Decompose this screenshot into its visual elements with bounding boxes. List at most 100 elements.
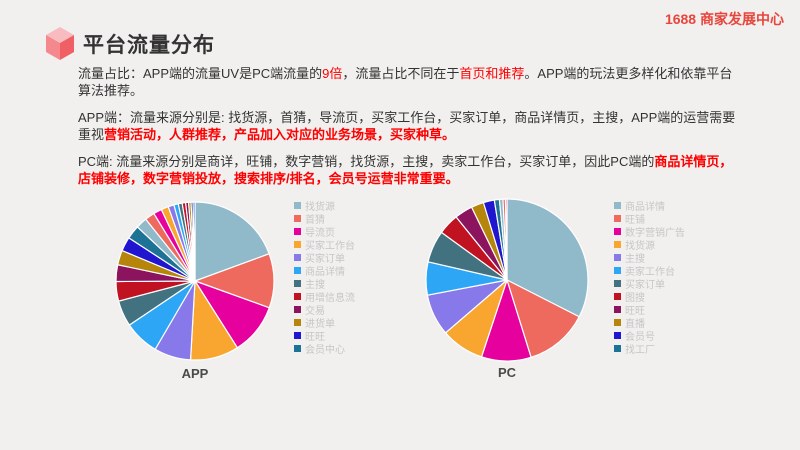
legend-item-主搜[interactable]: 主搜 [614, 251, 685, 265]
legend-item-会员中心[interactable]: 会员中心 [294, 342, 355, 356]
legend-item-数字营销广告[interactable]: 数字营销广告 [614, 225, 685, 239]
legend-label: 会员号 [625, 332, 655, 343]
legend-label: 找货源 [305, 202, 335, 213]
legend-app: 找货源首猜导流页 买家工作台买家订单商品详情主搜用增信息流交易进货单旺旺会员中心 [294, 199, 355, 356]
text-segment: 9倍 [322, 66, 343, 81]
legend-label: 用增信息流 [305, 293, 355, 304]
cube-icon [46, 27, 74, 60]
legend-swatch-icon [294, 202, 301, 209]
legend-item-买家订单[interactable]: 买家订单 [614, 277, 685, 291]
legend-label: 买家订单 [305, 254, 345, 265]
page-title: 平台流量分布 [83, 34, 215, 57]
pie-slice-extra-12[interactable] [192, 201, 196, 282]
legend-swatch-icon [614, 306, 621, 313]
legend-item-买家订单[interactable]: 买家订单 [294, 251, 355, 265]
legend-label: 数字营销广告 [625, 228, 685, 239]
legend-swatch-icon [294, 267, 301, 274]
legend-item-会员号[interactable]: 会员号 [614, 329, 685, 343]
legend-label: 旺旺 [305, 332, 325, 343]
text-block: 流量占比：APP端的流量UV是PC端流量的9倍，流量占比不同在于首页和推荐。AP… [78, 66, 742, 198]
legend-swatch-icon [294, 254, 301, 261]
legend-item-交易[interactable]: 交易 [294, 303, 355, 317]
text-segment: ，流量占比不同在于 [342, 66, 460, 81]
legend-item-进货单[interactable]: 进货单 [294, 316, 355, 330]
text-segment: 首页和推荐 [459, 66, 525, 81]
legend-label: 会员中心 [305, 345, 345, 356]
legend-swatch-icon [614, 319, 621, 326]
legend-swatch-icon [614, 228, 621, 235]
legend-swatch-icon [294, 345, 301, 352]
legend-label: 进货单 [305, 319, 335, 330]
legend-item-用增信息流[interactable]: 用增信息流 [294, 290, 355, 304]
legend-swatch-icon [294, 280, 301, 287]
legend-swatch-icon [294, 228, 301, 235]
pie-chart-pc-label: PC [497, 365, 517, 380]
legend-item-旺旺[interactable]: 旺旺 [294, 329, 355, 343]
p-pc-sources: PC端: 流量来源分别是商详，旺铺，数字营销，找货源，主搜，卖家工作台，买家订单… [78, 154, 742, 187]
legend-label: 主搜 [625, 254, 645, 265]
legend-label: 商品详情 [305, 267, 345, 278]
legend-swatch-icon [294, 332, 301, 339]
legend-label: 导流页 [305, 228, 335, 239]
legend-item-图搜[interactable]: 图搜 [614, 290, 685, 304]
pie-chart-pc: PC [421, 195, 593, 380]
legend-item-主搜[interactable]: 主搜 [294, 277, 355, 291]
legend-swatch-icon [294, 293, 301, 300]
legend-swatch-icon [614, 280, 621, 287]
legend-swatch-icon [614, 215, 621, 222]
legend-item-旺旺[interactable]: 旺旺 [614, 303, 685, 317]
legend-label: 交易 [305, 306, 325, 317]
legend-swatch-icon [294, 319, 301, 326]
legend-swatch-icon [294, 215, 301, 222]
legend-label: 找工厂 [625, 345, 655, 356]
legend-swatch-icon [614, 241, 621, 248]
page-title-row: 平台流量分布 [44, 26, 215, 62]
legend-swatch-icon [614, 293, 621, 300]
legend-item-导流页[interactable]: 导流页 [294, 225, 355, 239]
pie-slice-找货源[interactable] [194, 201, 270, 282]
legend-item-旺铺[interactable]: 旺铺 [614, 212, 685, 226]
legend-label: 首猜 [305, 215, 325, 226]
legend-item-商品详情[interactable]: 商品详情 [614, 199, 685, 213]
legend-swatch-icon [614, 254, 621, 261]
text-segment: 流量占比：APP端的流量UV是PC端流量的 [78, 66, 323, 81]
p-app-sources: APP端：流量来源分别是: 找货源，首猜，导流页，买家工作台，买家订单，商品详情… [78, 110, 742, 143]
legend-label: 卖家工作台 [625, 267, 675, 278]
p-traffic-ratio: 流量占比：APP端的流量UV是PC端流量的9倍，流量占比不同在于首页和推荐。AP… [78, 66, 742, 99]
pie-app-svg [115, 201, 275, 361]
legend-item-买家工作台[interactable]: 买家工作台 [294, 238, 355, 252]
legend-item-首猜[interactable]: 首猜 [294, 212, 355, 226]
text-segment: PC端: 流量来源分别是商详，旺铺，数字营销，找货源，主搜，卖家工作台，买家订单… [78, 154, 655, 169]
text-segment: 营销活动，人群推荐，产品加入对应的业务场景，买家种草。 [104, 126, 456, 142]
legend-label: 旺旺 [625, 306, 645, 317]
text-segment: 。APP端的玩法更多样化和依靠平台算法推荐。 [78, 66, 733, 98]
pie-pc-svg [425, 198, 589, 362]
legend-item-商品详情[interactable]: 商品详情 [294, 264, 355, 278]
pie-slice-商品详情[interactable] [506, 198, 589, 318]
legend-swatch-icon [614, 267, 621, 274]
legend-item-找工厂[interactable]: 找工厂 [614, 342, 685, 356]
brand-logo: 1688 商家发展中心 [664, 11, 784, 27]
legend-swatch-icon [294, 306, 301, 313]
legend-pc: 商品详情旺铺数字营销广告 找货源主搜卖家工作台买家订单图搜旺旺直播会员号找工厂 [614, 199, 685, 356]
legend-item-找货源[interactable]: 找货源 [294, 199, 355, 213]
legend-item-找货源[interactable]: 找货源 [614, 238, 685, 252]
legend-label: 商品详情 [625, 202, 665, 213]
legend-swatch-icon [614, 202, 621, 209]
text-segment: 商品详情页，店铺装修，数字营销投放，搜索排序/排名，会员号运营非常重要。 [78, 154, 733, 186]
legend-label: 图搜 [625, 293, 645, 304]
legend-label: 找货源 [625, 241, 655, 252]
legend-label: 买家订单 [625, 280, 665, 291]
legend-label: 旺铺 [625, 215, 645, 226]
legend-swatch-icon [294, 241, 301, 248]
pie-chart-app-label: APP [181, 366, 209, 381]
pie-slice-extra-3[interactable] [504, 198, 508, 281]
legend-swatch-icon [614, 345, 621, 352]
legend-label: 直播 [625, 319, 645, 330]
pie-slice-旺铺[interactable] [506, 279, 580, 358]
legend-swatch-icon [614, 332, 621, 339]
pie-chart-app: APP [109, 196, 281, 381]
legend-item-直播[interactable]: 直播 [614, 316, 685, 330]
legend-label: 主搜 [305, 280, 325, 291]
legend-item-卖家工作台[interactable]: 卖家工作台 [614, 264, 685, 278]
